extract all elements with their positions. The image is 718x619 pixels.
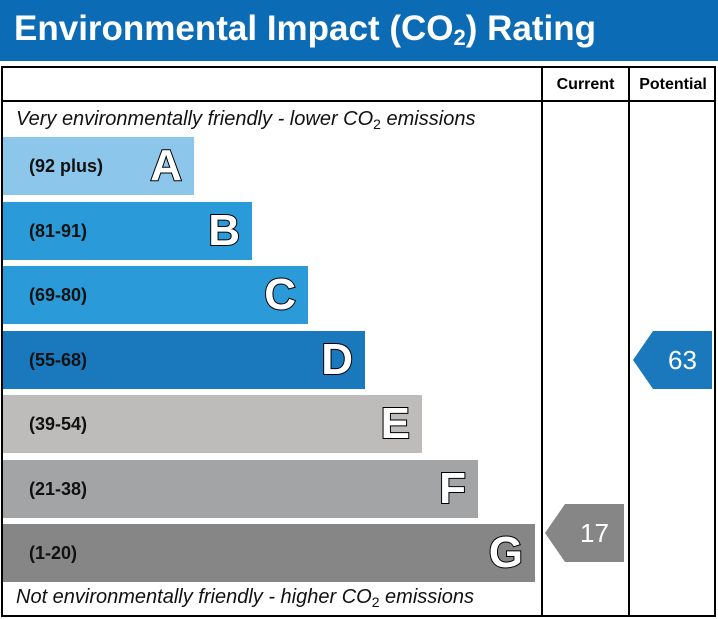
band-f: (21-38) F bbox=[3, 460, 478, 518]
band-letter: A bbox=[149, 140, 183, 191]
current-marker-shape bbox=[545, 504, 624, 562]
bottom-note-suffix: emissions bbox=[379, 586, 474, 608]
potential-rating-value: 63 bbox=[668, 345, 697, 375]
potential-column-divider bbox=[628, 66, 630, 617]
top-note-text: Very environmentally friendly - lower CO bbox=[16, 108, 374, 130]
top-note: Very environmentally friendly - lower CO… bbox=[16, 108, 475, 131]
title-text: Environmental Impact (CO bbox=[14, 9, 454, 48]
band-range-label: (81-91) bbox=[29, 221, 88, 241]
band-range-label: (21-38) bbox=[29, 479, 88, 499]
potential-column-header: Potential bbox=[639, 76, 707, 93]
band-letter: F bbox=[438, 463, 467, 514]
band-range-label: (39-54) bbox=[29, 414, 88, 434]
band-e: (39-54) E bbox=[3, 395, 422, 453]
title-bar: Environmental Impact (CO2) Rating bbox=[0, 0, 718, 61]
band-range-label: (69-80) bbox=[29, 285, 88, 305]
bottom-note-text: Not environmentally friendly - higher CO bbox=[16, 586, 372, 608]
potential-marker-shape bbox=[633, 331, 712, 389]
band-range-label: (92 plus) bbox=[29, 156, 104, 176]
band-g: (1-20) G bbox=[3, 524, 535, 582]
potential-marker-arrow bbox=[633, 331, 712, 389]
title-suffix: ) Rating bbox=[465, 9, 597, 48]
band-b: (81-91) B bbox=[3, 202, 252, 260]
header-divider bbox=[1, 100, 716, 102]
band-letter: G bbox=[488, 527, 524, 578]
chart-frame bbox=[1, 66, 716, 617]
band-letter: E bbox=[380, 398, 411, 449]
current-column-divider bbox=[541, 66, 543, 617]
band-range-label: (55-68) bbox=[29, 350, 88, 370]
band-c: (69-80) C bbox=[3, 266, 308, 324]
current-rating-marker: 17 bbox=[545, 504, 624, 562]
band-letter: D bbox=[320, 334, 354, 385]
potential-rating-marker: 63 bbox=[633, 331, 712, 389]
current-rating-value: 17 bbox=[580, 518, 609, 548]
band-a: (92 plus) A bbox=[3, 137, 194, 195]
band-d: (55-68) D bbox=[3, 331, 365, 389]
band-letter: C bbox=[263, 269, 297, 320]
current-column-header: Current bbox=[556, 76, 615, 93]
bottom-note-subscript: 2 bbox=[371, 594, 380, 610]
band-range-label: (1-20) bbox=[29, 543, 78, 563]
band-letter: B bbox=[207, 205, 241, 256]
current-marker-arrow bbox=[545, 504, 624, 562]
top-note-suffix: emissions bbox=[380, 108, 476, 130]
chart-title: Environmental Impact (CO2) Rating bbox=[14, 6, 596, 52]
title-subscript: 2 bbox=[453, 25, 466, 50]
bottom-note: Not environmentally friendly - higher CO… bbox=[16, 586, 474, 609]
top-note-subscript: 2 bbox=[373, 116, 381, 132]
